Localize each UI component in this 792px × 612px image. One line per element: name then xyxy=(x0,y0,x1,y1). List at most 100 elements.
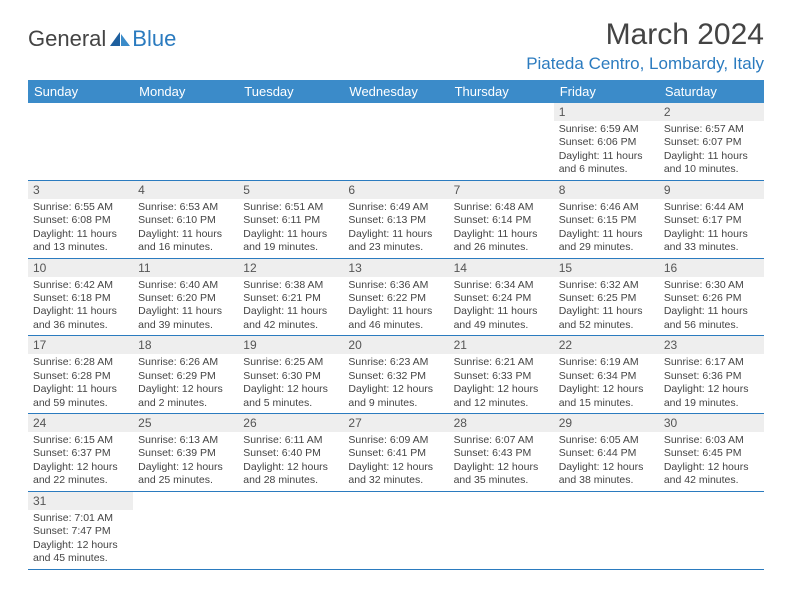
sunset-text: Sunset: 6:20 PM xyxy=(138,292,233,305)
day-details: Sunrise: 6:46 AMSunset: 6:15 PMDaylight:… xyxy=(554,199,659,258)
daylight-text: Daylight: 11 hours and 39 minutes. xyxy=(138,305,233,332)
weekday-header: Sunday xyxy=(28,80,133,103)
sunrise-text: Sunrise: 6:19 AM xyxy=(559,356,654,369)
day-number: 12 xyxy=(238,259,343,277)
calendar-day-cell xyxy=(133,491,238,569)
daylight-text: Daylight: 11 hours and 10 minutes. xyxy=(664,150,759,177)
calendar-day-cell: 13Sunrise: 6:36 AMSunset: 6:22 PMDayligh… xyxy=(343,258,448,336)
day-details xyxy=(133,107,238,157)
calendar-day-cell: 19Sunrise: 6:25 AMSunset: 6:30 PMDayligh… xyxy=(238,336,343,414)
calendar-day-cell xyxy=(343,103,448,180)
day-details: Sunrise: 6:26 AMSunset: 6:29 PMDaylight:… xyxy=(133,354,238,413)
daylight-text: Daylight: 12 hours and 5 minutes. xyxy=(243,383,338,410)
sunset-text: Sunset: 6:32 PM xyxy=(348,370,443,383)
day-number: 29 xyxy=(554,414,659,432)
day-number: 16 xyxy=(659,259,764,277)
daylight-text: Daylight: 12 hours and 9 minutes. xyxy=(348,383,443,410)
calendar-day-cell xyxy=(449,103,554,180)
daylight-text: Daylight: 11 hours and 59 minutes. xyxy=(33,383,128,410)
day-number: 15 xyxy=(554,259,659,277)
day-details xyxy=(343,107,448,157)
daylight-text: Daylight: 12 hours and 25 minutes. xyxy=(138,461,233,488)
day-details xyxy=(554,496,659,546)
day-details: Sunrise: 6:48 AMSunset: 6:14 PMDaylight:… xyxy=(449,199,554,258)
calendar-day-cell: 3Sunrise: 6:55 AMSunset: 6:08 PMDaylight… xyxy=(28,180,133,258)
day-details: Sunrise: 6:09 AMSunset: 6:41 PMDaylight:… xyxy=(343,432,448,491)
day-details: Sunrise: 6:49 AMSunset: 6:13 PMDaylight:… xyxy=(343,199,448,258)
day-number: 2 xyxy=(659,103,764,121)
daylight-text: Daylight: 11 hours and 49 minutes. xyxy=(454,305,549,332)
calendar-day-cell: 12Sunrise: 6:38 AMSunset: 6:21 PMDayligh… xyxy=(238,258,343,336)
sunset-text: Sunset: 6:11 PM xyxy=(243,214,338,227)
weekday-header: Friday xyxy=(554,80,659,103)
sunset-text: Sunset: 6:15 PM xyxy=(559,214,654,227)
day-details: Sunrise: 6:11 AMSunset: 6:40 PMDaylight:… xyxy=(238,432,343,491)
daylight-text: Daylight: 12 hours and 2 minutes. xyxy=(138,383,233,410)
calendar-day-cell: 6Sunrise: 6:49 AMSunset: 6:13 PMDaylight… xyxy=(343,180,448,258)
sunrise-text: Sunrise: 6:28 AM xyxy=(33,356,128,369)
daylight-text: Daylight: 12 hours and 12 minutes. xyxy=(454,383,549,410)
sunset-text: Sunset: 6:40 PM xyxy=(243,447,338,460)
weekday-header: Saturday xyxy=(659,80,764,103)
day-number: 13 xyxy=(343,259,448,277)
calendar-week-row: 24Sunrise: 6:15 AMSunset: 6:37 PMDayligh… xyxy=(28,414,764,492)
sunset-text: Sunset: 6:06 PM xyxy=(559,136,654,149)
daylight-text: Daylight: 11 hours and 36 minutes. xyxy=(33,305,128,332)
day-number: 23 xyxy=(659,336,764,354)
title-block: March 2024 Piateda Centro, Lombardy, Ita… xyxy=(526,18,764,74)
sunset-text: Sunset: 6:17 PM xyxy=(664,214,759,227)
day-details xyxy=(343,496,448,546)
calendar-day-cell xyxy=(238,491,343,569)
day-details: Sunrise: 6:36 AMSunset: 6:22 PMDaylight:… xyxy=(343,277,448,336)
day-details: Sunrise: 6:17 AMSunset: 6:36 PMDaylight:… xyxy=(659,354,764,413)
day-details: Sunrise: 6:05 AMSunset: 6:44 PMDaylight:… xyxy=(554,432,659,491)
day-number: 21 xyxy=(449,336,554,354)
calendar-week-row: 1Sunrise: 6:59 AMSunset: 6:06 PMDaylight… xyxy=(28,103,764,180)
day-number: 5 xyxy=(238,181,343,199)
daylight-text: Daylight: 11 hours and 56 minutes. xyxy=(664,305,759,332)
sunset-text: Sunset: 6:24 PM xyxy=(454,292,549,305)
day-details: Sunrise: 6:03 AMSunset: 6:45 PMDaylight:… xyxy=(659,432,764,491)
day-number: 19 xyxy=(238,336,343,354)
sunset-text: Sunset: 6:22 PM xyxy=(348,292,443,305)
sunrise-text: Sunrise: 6:23 AM xyxy=(348,356,443,369)
sail-icon xyxy=(108,30,132,48)
calendar-day-cell: 9Sunrise: 6:44 AMSunset: 6:17 PMDaylight… xyxy=(659,180,764,258)
daylight-text: Daylight: 12 hours and 15 minutes. xyxy=(559,383,654,410)
sunset-text: Sunset: 6:25 PM xyxy=(559,292,654,305)
calendar-day-cell: 25Sunrise: 6:13 AMSunset: 6:39 PMDayligh… xyxy=(133,414,238,492)
day-details: Sunrise: 6:25 AMSunset: 6:30 PMDaylight:… xyxy=(238,354,343,413)
sunset-text: Sunset: 6:07 PM xyxy=(664,136,759,149)
day-number: 18 xyxy=(133,336,238,354)
day-details xyxy=(449,496,554,546)
calendar-day-cell: 2Sunrise: 6:57 AMSunset: 6:07 PMDaylight… xyxy=(659,103,764,180)
daylight-text: Daylight: 12 hours and 19 minutes. xyxy=(664,383,759,410)
sunset-text: Sunset: 6:33 PM xyxy=(454,370,549,383)
day-details: Sunrise: 6:32 AMSunset: 6:25 PMDaylight:… xyxy=(554,277,659,336)
sunrise-text: Sunrise: 6:55 AM xyxy=(33,201,128,214)
sunrise-text: Sunrise: 6:09 AM xyxy=(348,434,443,447)
day-details: Sunrise: 6:23 AMSunset: 6:32 PMDaylight:… xyxy=(343,354,448,413)
calendar-day-cell xyxy=(28,103,133,180)
day-details: Sunrise: 6:21 AMSunset: 6:33 PMDaylight:… xyxy=(449,354,554,413)
day-details: Sunrise: 6:38 AMSunset: 6:21 PMDaylight:… xyxy=(238,277,343,336)
weekday-header: Monday xyxy=(133,80,238,103)
calendar-day-cell: 1Sunrise: 6:59 AMSunset: 6:06 PMDaylight… xyxy=(554,103,659,180)
daylight-text: Daylight: 12 hours and 38 minutes. xyxy=(559,461,654,488)
day-details xyxy=(133,496,238,546)
daylight-text: Daylight: 12 hours and 28 minutes. xyxy=(243,461,338,488)
calendar-day-cell: 22Sunrise: 6:19 AMSunset: 6:34 PMDayligh… xyxy=(554,336,659,414)
calendar-day-cell: 20Sunrise: 6:23 AMSunset: 6:32 PMDayligh… xyxy=(343,336,448,414)
daylight-text: Daylight: 11 hours and 13 minutes. xyxy=(33,228,128,255)
calendar-day-cell: 11Sunrise: 6:40 AMSunset: 6:20 PMDayligh… xyxy=(133,258,238,336)
day-details xyxy=(659,496,764,546)
calendar-day-cell: 27Sunrise: 6:09 AMSunset: 6:41 PMDayligh… xyxy=(343,414,448,492)
sunrise-text: Sunrise: 6:13 AM xyxy=(138,434,233,447)
daylight-text: Daylight: 11 hours and 42 minutes. xyxy=(243,305,338,332)
calendar-day-cell: 7Sunrise: 6:48 AMSunset: 6:14 PMDaylight… xyxy=(449,180,554,258)
daylight-text: Daylight: 12 hours and 45 minutes. xyxy=(33,539,128,566)
sunset-text: Sunset: 6:30 PM xyxy=(243,370,338,383)
calendar-day-cell: 29Sunrise: 6:05 AMSunset: 6:44 PMDayligh… xyxy=(554,414,659,492)
weekday-header: Thursday xyxy=(449,80,554,103)
daylight-text: Daylight: 11 hours and 33 minutes. xyxy=(664,228,759,255)
